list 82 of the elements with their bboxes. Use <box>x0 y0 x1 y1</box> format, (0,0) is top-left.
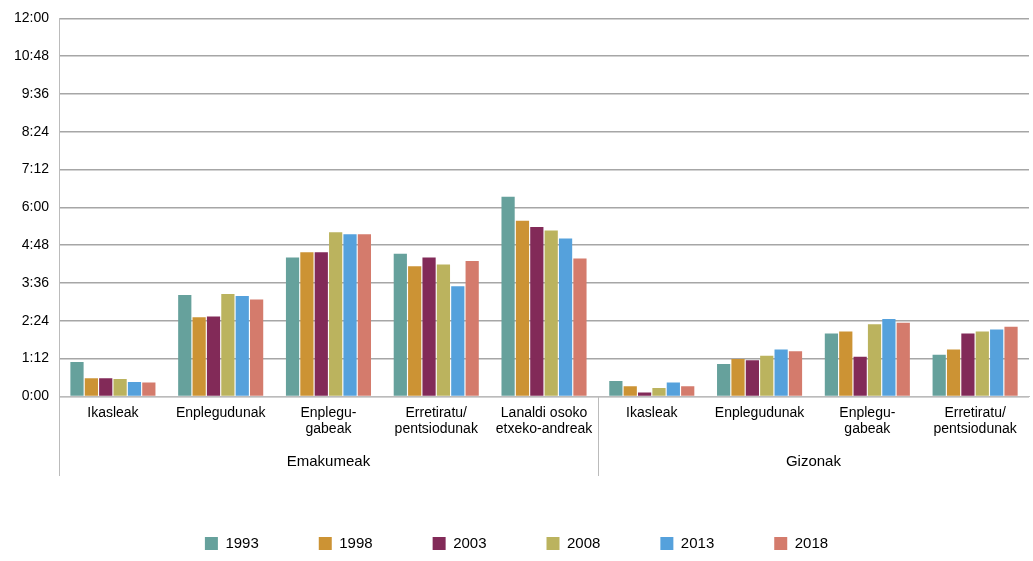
y-tick-label: 0:00 <box>21 387 50 404</box>
x-tick-label: Ikasleak <box>626 403 679 420</box>
bar <box>465 260 479 396</box>
bar <box>788 351 803 396</box>
legend-label: 1993 <box>225 533 259 551</box>
bar <box>221 294 235 396</box>
bar <box>896 322 910 396</box>
bar <box>867 324 882 396</box>
bar <box>314 252 328 396</box>
bar <box>623 386 637 396</box>
bar <box>573 258 587 396</box>
bar <box>1004 326 1018 396</box>
y-tick-label: 10:48 <box>13 47 50 64</box>
y-tick-label: 1:12 <box>21 349 50 366</box>
bar <box>357 234 371 396</box>
y-tick-label: 12:00 <box>13 9 50 26</box>
bar <box>544 230 558 396</box>
bar <box>853 356 867 396</box>
x-tick-label: Erretiratu/ pentsiodunak <box>933 403 1018 437</box>
legend-label: 1998 <box>339 533 373 551</box>
legend-label: 2008 <box>567 533 601 551</box>
bar <box>451 286 465 396</box>
x-tick-label: Enplegu- gabeak <box>300 403 357 437</box>
bar <box>530 226 544 396</box>
bar <box>774 349 788 396</box>
bar <box>681 386 695 396</box>
bar <box>235 295 249 396</box>
x-tick-label: Enplegu- gabeak <box>839 403 896 437</box>
bar <box>70 362 84 396</box>
bar <box>300 252 314 396</box>
bar <box>961 333 975 396</box>
bar <box>760 355 774 396</box>
bar <box>285 257 300 396</box>
bar <box>408 266 422 396</box>
bar <box>666 382 680 396</box>
bar <box>882 318 896 396</box>
bar <box>84 378 98 396</box>
bar <box>932 354 946 396</box>
bar <box>250 299 264 396</box>
legend-label: 2018 <box>794 533 829 551</box>
bar <box>824 333 839 396</box>
x-tick-label: Enplegudunak <box>714 403 806 420</box>
bar <box>652 387 666 396</box>
y-tick-label: 2:24 <box>21 311 50 328</box>
bar <box>990 329 1004 396</box>
bar <box>745 360 759 396</box>
text: Emakumeak <box>286 452 371 470</box>
y-tick-label: 6:00 <box>21 198 50 215</box>
y-tick-label: 4:48 <box>21 236 50 253</box>
bar <box>127 381 142 396</box>
legend-label: 2013 <box>680 533 715 551</box>
legend-label: 2003 <box>453 533 487 551</box>
x-tick-label: Lanaldi osoko etxeko-andreak <box>495 403 594 437</box>
bar <box>178 294 192 396</box>
bar <box>113 379 127 396</box>
bar <box>946 349 961 396</box>
bar <box>975 331 989 396</box>
bar <box>515 220 530 396</box>
bar <box>731 358 745 396</box>
y-tick-label: 3:36 <box>21 273 50 290</box>
x-tick-label: Enplegudunak <box>175 403 267 420</box>
bar <box>839 331 853 396</box>
y-tick-label: 7:12 <box>21 160 50 177</box>
bar <box>142 382 156 396</box>
bar <box>558 238 573 396</box>
text: Gizonak <box>785 452 842 470</box>
y-tick-label: 9:36 <box>21 84 50 101</box>
bar <box>329 232 343 396</box>
bar <box>192 317 206 396</box>
bar <box>501 196 515 396</box>
bar <box>717 363 731 396</box>
y-tick-label: 8:24 <box>21 122 50 139</box>
x-tick-label: Ikasleak <box>87 403 140 420</box>
bar <box>206 316 221 396</box>
bar <box>436 264 451 396</box>
bar <box>393 253 407 396</box>
x-tick-label: Erretiratu/ pentsiodunak <box>394 403 479 437</box>
bar <box>609 380 623 396</box>
bar <box>99 378 113 396</box>
bar <box>422 257 436 396</box>
bar <box>638 392 652 396</box>
bar <box>343 234 357 396</box>
